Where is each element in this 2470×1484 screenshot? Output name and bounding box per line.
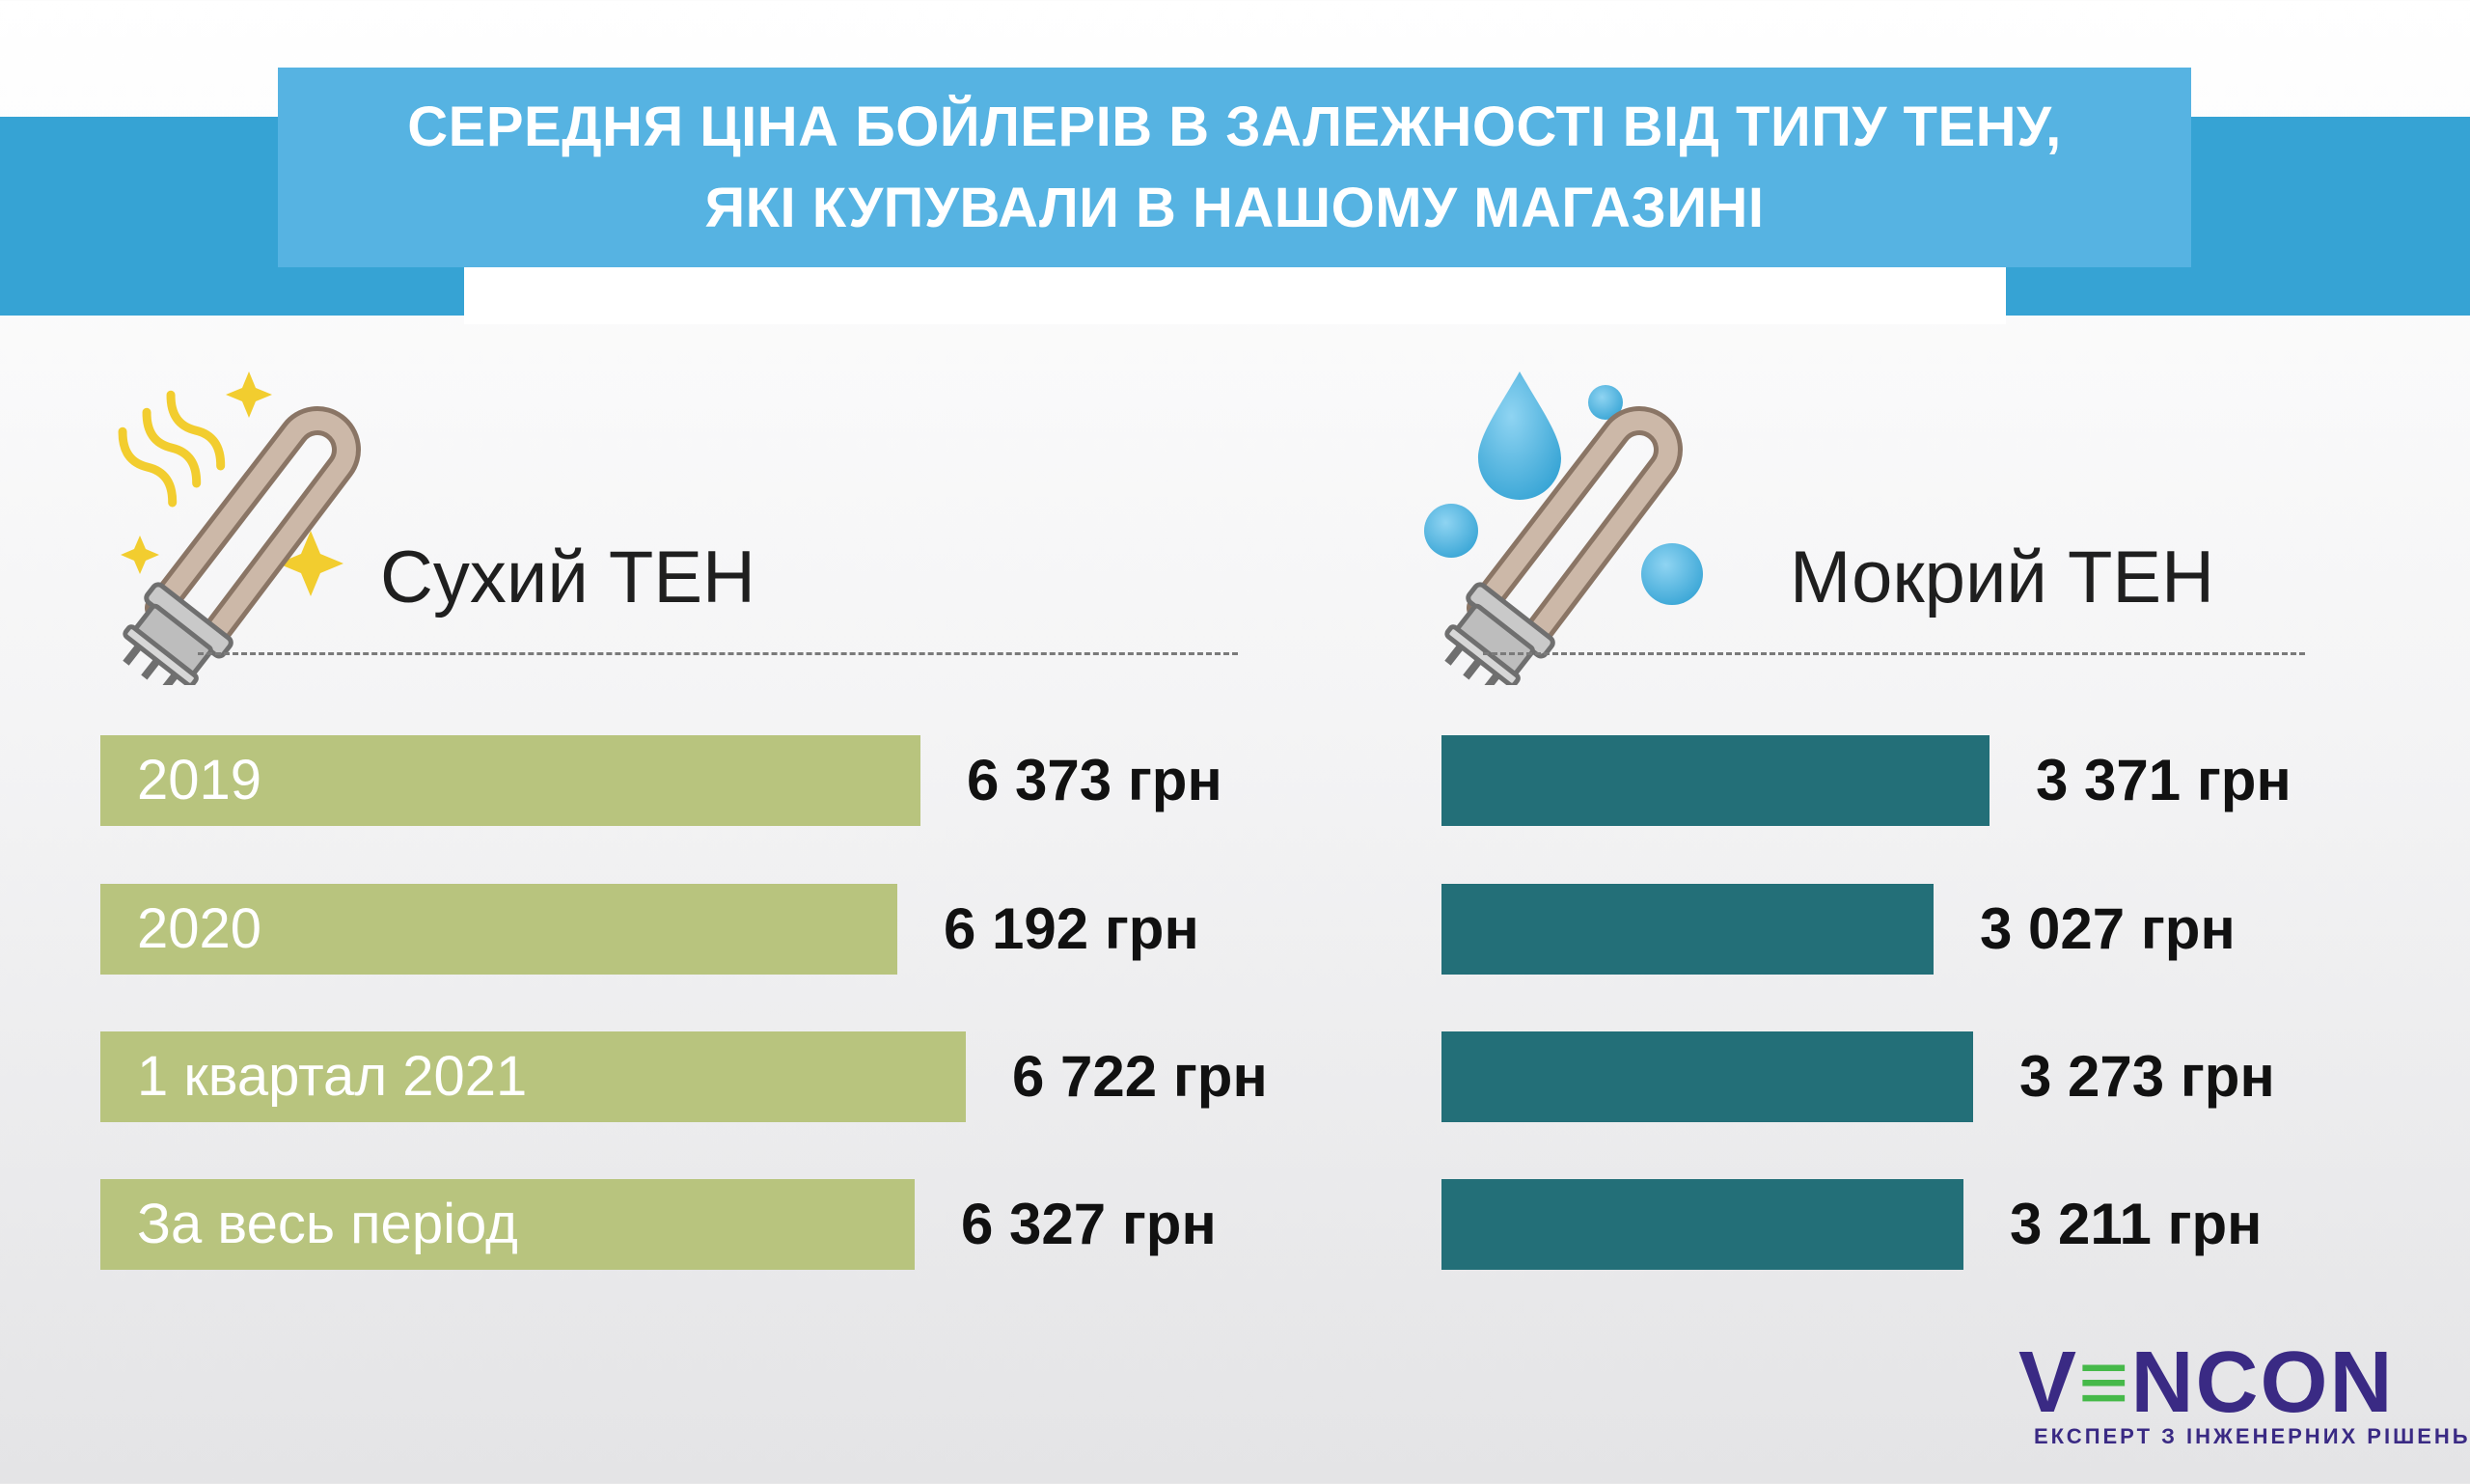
wet-value-label: 3 211 грн	[2010, 1192, 2263, 1256]
dry-bar-4: За весь період	[100, 1179, 915, 1270]
dry-panel-divider	[198, 652, 1238, 655]
dry-value-label: 6 327 грн	[961, 1192, 1217, 1256]
wet-bar-2	[1441, 884, 1934, 975]
wet-heating-element-icon	[1418, 367, 1717, 685]
title-line-1: СЕРЕДНЯ ЦІНА БОЙЛЕРІВ В ЗАЛЕЖНОСТІ ВІД Т…	[407, 95, 2062, 158]
wet-value-label: 3 027 грн	[1980, 896, 2236, 961]
wet-panel-divider	[1483, 652, 2305, 655]
wet-panel-heading: Мокрий ТЕН	[1790, 536, 2214, 618]
dry-panel-heading: Сухий ТЕН	[380, 536, 755, 618]
wet-bar-3	[1441, 1031, 1973, 1122]
dry-value-label: 6 192 грн	[944, 896, 1199, 961]
wet-value-label: 3 371 грн	[2036, 748, 2292, 812]
wet-value-label: 3 273 грн	[2019, 1044, 2275, 1109]
dry-value-label: 6 373 грн	[967, 748, 1222, 812]
dry-value-label: 6 722 грн	[1012, 1044, 1268, 1109]
wet-bar-4	[1441, 1179, 1963, 1270]
title-line-2: ЯКІ КУПУВАЛИ В НАШОМУ МАГАЗИНІ	[704, 176, 1765, 239]
dry-bar-1: 2019	[100, 735, 920, 826]
dry-heating-element-icon	[106, 367, 386, 685]
dry-category-label: 1 квартал 2021	[137, 1045, 528, 1108]
page-title: СЕРЕДНЯ ЦІНА БОЙЛЕРІВ В ЗАЛЕЖНОСТІ ВІД Т…	[278, 68, 2191, 267]
dry-bar-3: 1 квартал 2021	[100, 1031, 966, 1122]
dry-bar-2: 2020	[100, 884, 897, 975]
logo-wordmark: V≡NCON	[2018, 1334, 2395, 1431]
dry-category-label: 2019	[137, 749, 262, 811]
dry-category-label: 2020	[137, 897, 262, 960]
logo-tagline: ЕКСПЕРТ З ІНЖЕНЕРНИХ РІШЕНЬ	[2034, 1424, 2470, 1448]
dry-category-label: За весь період	[137, 1193, 518, 1255]
vencon-logo: V≡NCON ЕКСПЕРТ З ІНЖЕНЕРНИХ РІШЕНЬ	[2018, 1334, 2468, 1448]
header-band-gap	[464, 266, 2006, 324]
wet-bar-1	[1441, 735, 1990, 826]
